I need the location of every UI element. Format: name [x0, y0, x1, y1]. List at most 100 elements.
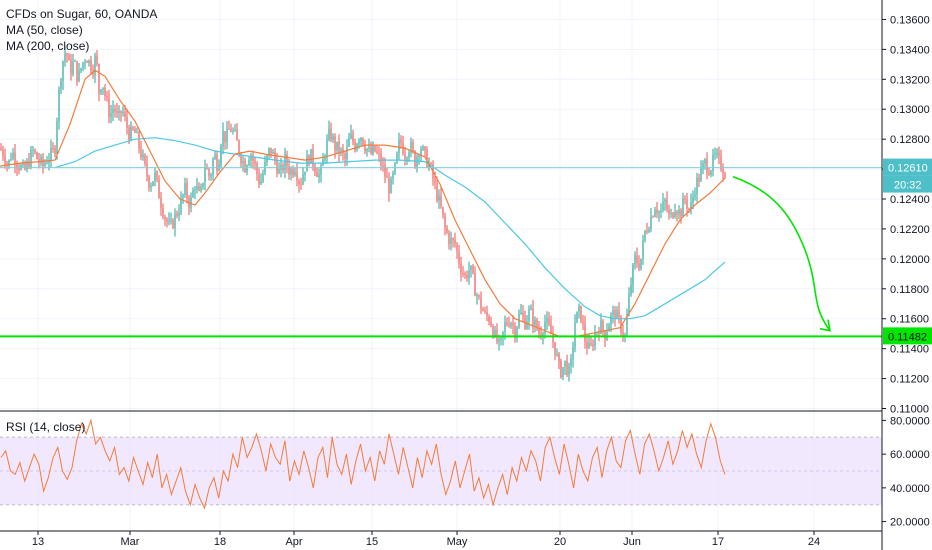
candle-body	[660, 210, 662, 212]
candle-body	[442, 207, 444, 216]
candle-body	[58, 88, 60, 121]
candle-body	[388, 177, 390, 194]
candle-body	[226, 128, 228, 143]
candle-body	[702, 163, 704, 169]
candle-body	[594, 332, 596, 347]
candle-body	[24, 163, 26, 170]
candle-body	[84, 61, 86, 63]
candle-body	[286, 154, 288, 167]
candle-body	[12, 152, 14, 159]
time-tick-label: Mar	[121, 536, 140, 548]
candle-body	[298, 180, 300, 185]
candle-body	[378, 152, 380, 154]
price-tick-label: 0.11400	[890, 344, 929, 356]
candle-body	[14, 152, 16, 165]
candle-body	[510, 323, 512, 326]
candle-body	[572, 346, 574, 359]
price-tick-label: 0.12400	[890, 194, 930, 206]
candle-body	[620, 317, 622, 333]
candle-body	[522, 312, 524, 317]
candle-body	[564, 360, 566, 368]
candle-body	[724, 174, 726, 178]
chart-title: CFDs on Sugar, 60, OANDA	[6, 7, 158, 21]
candle-body	[404, 154, 406, 160]
candle-body	[256, 163, 258, 174]
candle-body	[482, 309, 484, 312]
countdown-badge	[883, 175, 932, 193]
candle-body	[632, 264, 634, 285]
candle-body	[464, 273, 466, 275]
candle-body	[690, 202, 692, 209]
candle-body	[392, 173, 394, 179]
candle-body	[458, 251, 460, 264]
candle-body	[528, 309, 530, 322]
candle-body	[228, 128, 230, 130]
candle-body	[154, 171, 156, 182]
candle-body	[488, 316, 490, 323]
candle-body	[542, 333, 544, 337]
candle-body	[316, 171, 318, 177]
candle-body	[314, 165, 316, 172]
candle-body	[320, 165, 322, 175]
candle-body	[78, 70, 80, 82]
candle-body	[258, 173, 260, 185]
candle-body	[164, 216, 166, 220]
candle-body	[34, 149, 36, 153]
candle-body	[536, 319, 538, 329]
candle-body	[552, 334, 554, 343]
time-tick-label: 13	[32, 536, 44, 548]
candle-body	[344, 153, 346, 160]
candle-body	[136, 132, 138, 134]
candle-body	[192, 190, 194, 198]
candle-body	[102, 87, 104, 90]
candle-body	[408, 152, 410, 158]
candle-body	[668, 209, 670, 214]
candle-body	[540, 333, 542, 337]
candle-body	[666, 199, 668, 210]
rsi-legend: RSI (14, close)	[6, 420, 86, 434]
candle-body	[650, 216, 652, 230]
candle-body	[558, 354, 560, 361]
candle-body	[712, 154, 714, 171]
candle-body	[56, 120, 58, 154]
candle-body	[66, 53, 68, 56]
candle-body	[654, 209, 656, 217]
candle-body	[290, 169, 292, 175]
candle-body	[478, 295, 480, 297]
candle-body	[288, 166, 290, 175]
candle-body	[676, 211, 678, 215]
candle-body	[220, 146, 222, 165]
candle-body	[656, 209, 658, 214]
candle-body	[142, 154, 144, 158]
candle-body	[234, 129, 236, 131]
candle-body	[250, 155, 252, 160]
candle-body	[560, 360, 562, 378]
candle-body	[412, 142, 414, 152]
candle-body	[48, 159, 50, 163]
candle-body	[10, 158, 12, 160]
candle-body	[386, 176, 388, 178]
candle-body	[92, 71, 94, 75]
candle-body	[640, 258, 642, 270]
candle-body	[628, 294, 630, 316]
candle-body	[116, 111, 118, 114]
candle-body	[340, 149, 342, 154]
time-tick-label: 18	[214, 536, 226, 548]
candle-body	[692, 196, 694, 203]
candle-body	[38, 159, 40, 163]
candle-body	[172, 219, 174, 228]
candle-body	[126, 116, 128, 129]
time-tick-label: Apr	[285, 536, 302, 548]
candle-body	[244, 160, 246, 173]
support-level-badge-label: 0.11482	[888, 331, 927, 343]
candle-body	[106, 95, 108, 98]
candle-body	[480, 296, 482, 310]
candle-body	[580, 305, 582, 322]
candle-body	[696, 177, 698, 195]
candle-body	[284, 154, 286, 171]
candle-body	[204, 168, 206, 184]
candle-body	[508, 324, 510, 326]
candle-body	[548, 318, 550, 325]
candle-body	[90, 60, 92, 72]
